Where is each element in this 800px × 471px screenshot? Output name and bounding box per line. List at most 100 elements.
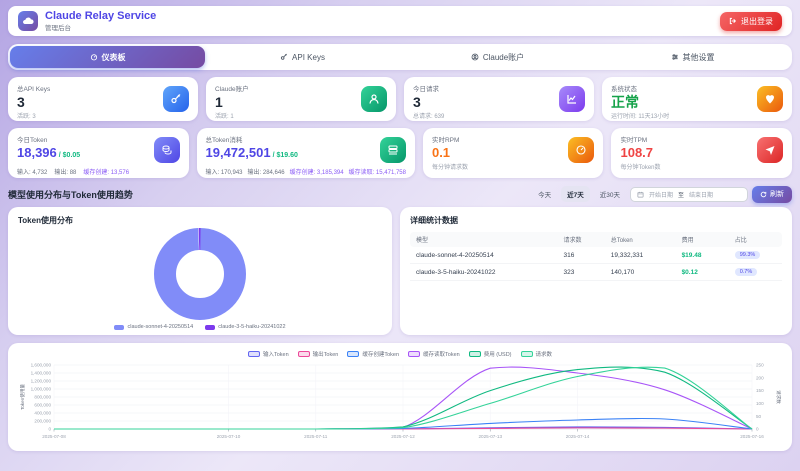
panel-title: Token使用分布 xyxy=(18,216,73,225)
stat-value: 3 xyxy=(17,94,25,110)
legend-swatch xyxy=(520,350,533,357)
token-detail-row: 输入: 170,943 输出: 284,646 缓存创建: 3,185,394 … xyxy=(206,167,406,176)
date-range-input[interactable]: 开始日期 至 结束日期 xyxy=(630,186,748,202)
legend-swatch xyxy=(114,324,125,330)
trend-legend-item[interactable]: 输出Token xyxy=(297,350,339,358)
refresh-icon xyxy=(760,191,767,197)
tab-settings[interactable]: 其他设置 xyxy=(595,46,790,68)
range-30days-button[interactable]: 近30天 xyxy=(594,186,626,202)
tab-settings-label: 其他设置 xyxy=(682,52,715,62)
refresh-label: 刷新 xyxy=(770,191,784,198)
legend-swatch xyxy=(297,350,310,357)
heart-pulse-icon xyxy=(757,86,783,112)
trend-legend-item[interactable]: 缓存创建Token xyxy=(347,350,399,358)
legend-swatch xyxy=(205,324,216,330)
svg-text:1,400,000: 1,400,000 xyxy=(31,371,52,376)
database-icon xyxy=(379,137,406,163)
detail-input: 输入: 170,943 xyxy=(205,170,243,176)
svg-text:2025-07-11: 2025-07-11 xyxy=(304,434,328,439)
stat-value: 18,396/ $0.05 xyxy=(17,145,81,160)
middle-panels: Token使用分布 claude-sonnet-4-20250514 claud… xyxy=(8,207,792,335)
detail-input: 输入: 4,732 xyxy=(17,170,48,176)
stat-value: 108.7 xyxy=(620,145,654,160)
main-tabs: 仪表板 API Keys Claude账户 其他设置 xyxy=(8,44,792,70)
token-detail-row: 输入: 4,732 输出: 88 缓存创建: 13,576 xyxy=(17,167,180,176)
panel-title: 详细统计数据 xyxy=(410,216,458,225)
coins-icon xyxy=(153,137,180,163)
trend-legend-item[interactable]: 输入Token xyxy=(247,350,289,358)
app-title: Claude Relay Service xyxy=(45,10,157,22)
svg-text:2025-07-10: 2025-07-10 xyxy=(217,434,241,439)
logout-button[interactable]: 退出登录 xyxy=(720,11,782,31)
stat-value: 0.1 xyxy=(431,145,451,160)
stat-label: 系统状态 xyxy=(611,86,637,93)
trend-legend: 输入Token 输出Token 缓存创建Token 缓存读取Token 费用 (USD)… xyxy=(16,348,784,359)
series-line[interactable] xyxy=(54,366,753,430)
svg-text:200: 200 xyxy=(756,375,764,380)
logout-label: 退出登录 xyxy=(741,16,773,26)
legend-label: 请求数 xyxy=(535,351,553,358)
range-today-button[interactable]: 今天 xyxy=(532,186,557,202)
refresh-button[interactable]: 刷新 xyxy=(752,185,792,203)
trend-chart[interactable]: 0 200,000 400,000 600,000 800,000 1,000,000 1,… xyxy=(16,359,784,449)
user-circle-icon xyxy=(471,53,479,61)
detail-cache-read: 缓存读取: 15,471,758 xyxy=(348,170,406,176)
dashboard-page: Claude Relay Service 管理后台 退出登录 仪表板 API K… xyxy=(8,6,792,449)
section-title: 模型使用分布与Token使用趋势 xyxy=(8,189,133,200)
cell-model: claude-3-5-haiku-20241022 xyxy=(416,268,496,276)
cell-requests: 316 xyxy=(563,251,575,259)
key-icon xyxy=(280,53,288,60)
table-row: claude-sonnet-4-20250514 316 19,332,331 … xyxy=(410,247,782,264)
svg-text:0: 0 xyxy=(756,427,759,432)
stat-card-claude-accounts: Claude账户 1 活跃: 1 xyxy=(206,77,396,121)
legend-label: 费用 (USD) xyxy=(483,351,512,358)
donut-svg[interactable] xyxy=(152,226,248,322)
user-icon xyxy=(361,86,387,112)
stat-subtext: 每分钟Token数 xyxy=(620,165,661,171)
tab-dashboard[interactable]: 仪表板 xyxy=(10,46,205,68)
legend-swatch xyxy=(408,350,421,357)
tab-dashboard-label: 仪表板 xyxy=(101,52,126,62)
tab-claude-accounts[interactable]: Claude账户 xyxy=(400,46,595,68)
donut-slice-haiku[interactable] xyxy=(154,228,246,320)
stat-value: 正常 xyxy=(611,94,639,110)
svg-text:1,000,000: 1,000,000 xyxy=(31,387,52,392)
stat-card-api-keys: 总API Keys 3 活跃: 3 xyxy=(8,77,198,121)
legend-item-haiku[interactable]: claude-3-5-haiku-20241022 xyxy=(205,324,286,330)
stat-label: 总Token消耗 xyxy=(205,137,243,144)
trend-legend-item[interactable]: 缓存读取Token xyxy=(408,350,460,358)
app-header: Claude Relay Service 管理后台 退出登录 xyxy=(8,6,792,36)
cell-tokens: 19,332,331 xyxy=(610,251,644,259)
trend-legend-item[interactable]: 请求数 xyxy=(520,350,553,358)
charts-section-header: 模型使用分布与Token使用趋势 今天 近7天 近30天 开始日期 至 结束日期… xyxy=(8,185,792,203)
stats-row-1: 总API Keys 3 活跃: 3 Claude账户 1 活跃: 1 今日请求 … xyxy=(8,77,792,121)
trend-legend-item[interactable]: 费用 (USD) xyxy=(468,350,512,358)
donut-chart: claude-sonnet-4-20250514 claude-3-5-haik… xyxy=(18,226,382,330)
app-logo xyxy=(18,11,38,31)
svg-text:800,000: 800,000 xyxy=(34,395,51,400)
range-7days-button[interactable]: 近7天 xyxy=(561,186,590,202)
svg-text:50: 50 xyxy=(756,414,762,419)
svg-text:200,000: 200,000 xyxy=(34,419,51,424)
app-subtitle: 管理后台 xyxy=(45,25,71,32)
legend-label: claude-3-5-haiku-20241022 xyxy=(218,324,286,330)
legend-item-sonnet[interactable]: claude-sonnet-4-20250514 xyxy=(114,324,193,330)
settings-icon xyxy=(671,54,678,60)
detail-output: 输出: 88 xyxy=(54,170,77,176)
legend-label: 输出Token xyxy=(312,351,339,358)
stat-label: 今日请求 xyxy=(413,86,439,93)
tab-api-keys[interactable]: API Keys xyxy=(205,46,400,68)
stat-label: 总API Keys xyxy=(17,86,51,93)
legend-label: 输入Token xyxy=(262,351,289,358)
key-icon xyxy=(163,86,189,112)
svg-text:150: 150 xyxy=(756,388,764,393)
legend-swatch xyxy=(247,350,260,357)
tab-api-keys-label: API Keys xyxy=(292,52,325,62)
stat-subtext: 活跃: 3 xyxy=(17,114,36,120)
paper-plane-icon xyxy=(757,137,783,163)
date-start-placeholder: 开始日期 xyxy=(649,192,674,199)
logout-icon xyxy=(729,17,737,25)
cell-requests: 323 xyxy=(563,268,575,276)
legend-label: claude-sonnet-4-20250514 xyxy=(127,324,194,330)
stat-subtext: 活跃: 1 xyxy=(215,114,234,120)
